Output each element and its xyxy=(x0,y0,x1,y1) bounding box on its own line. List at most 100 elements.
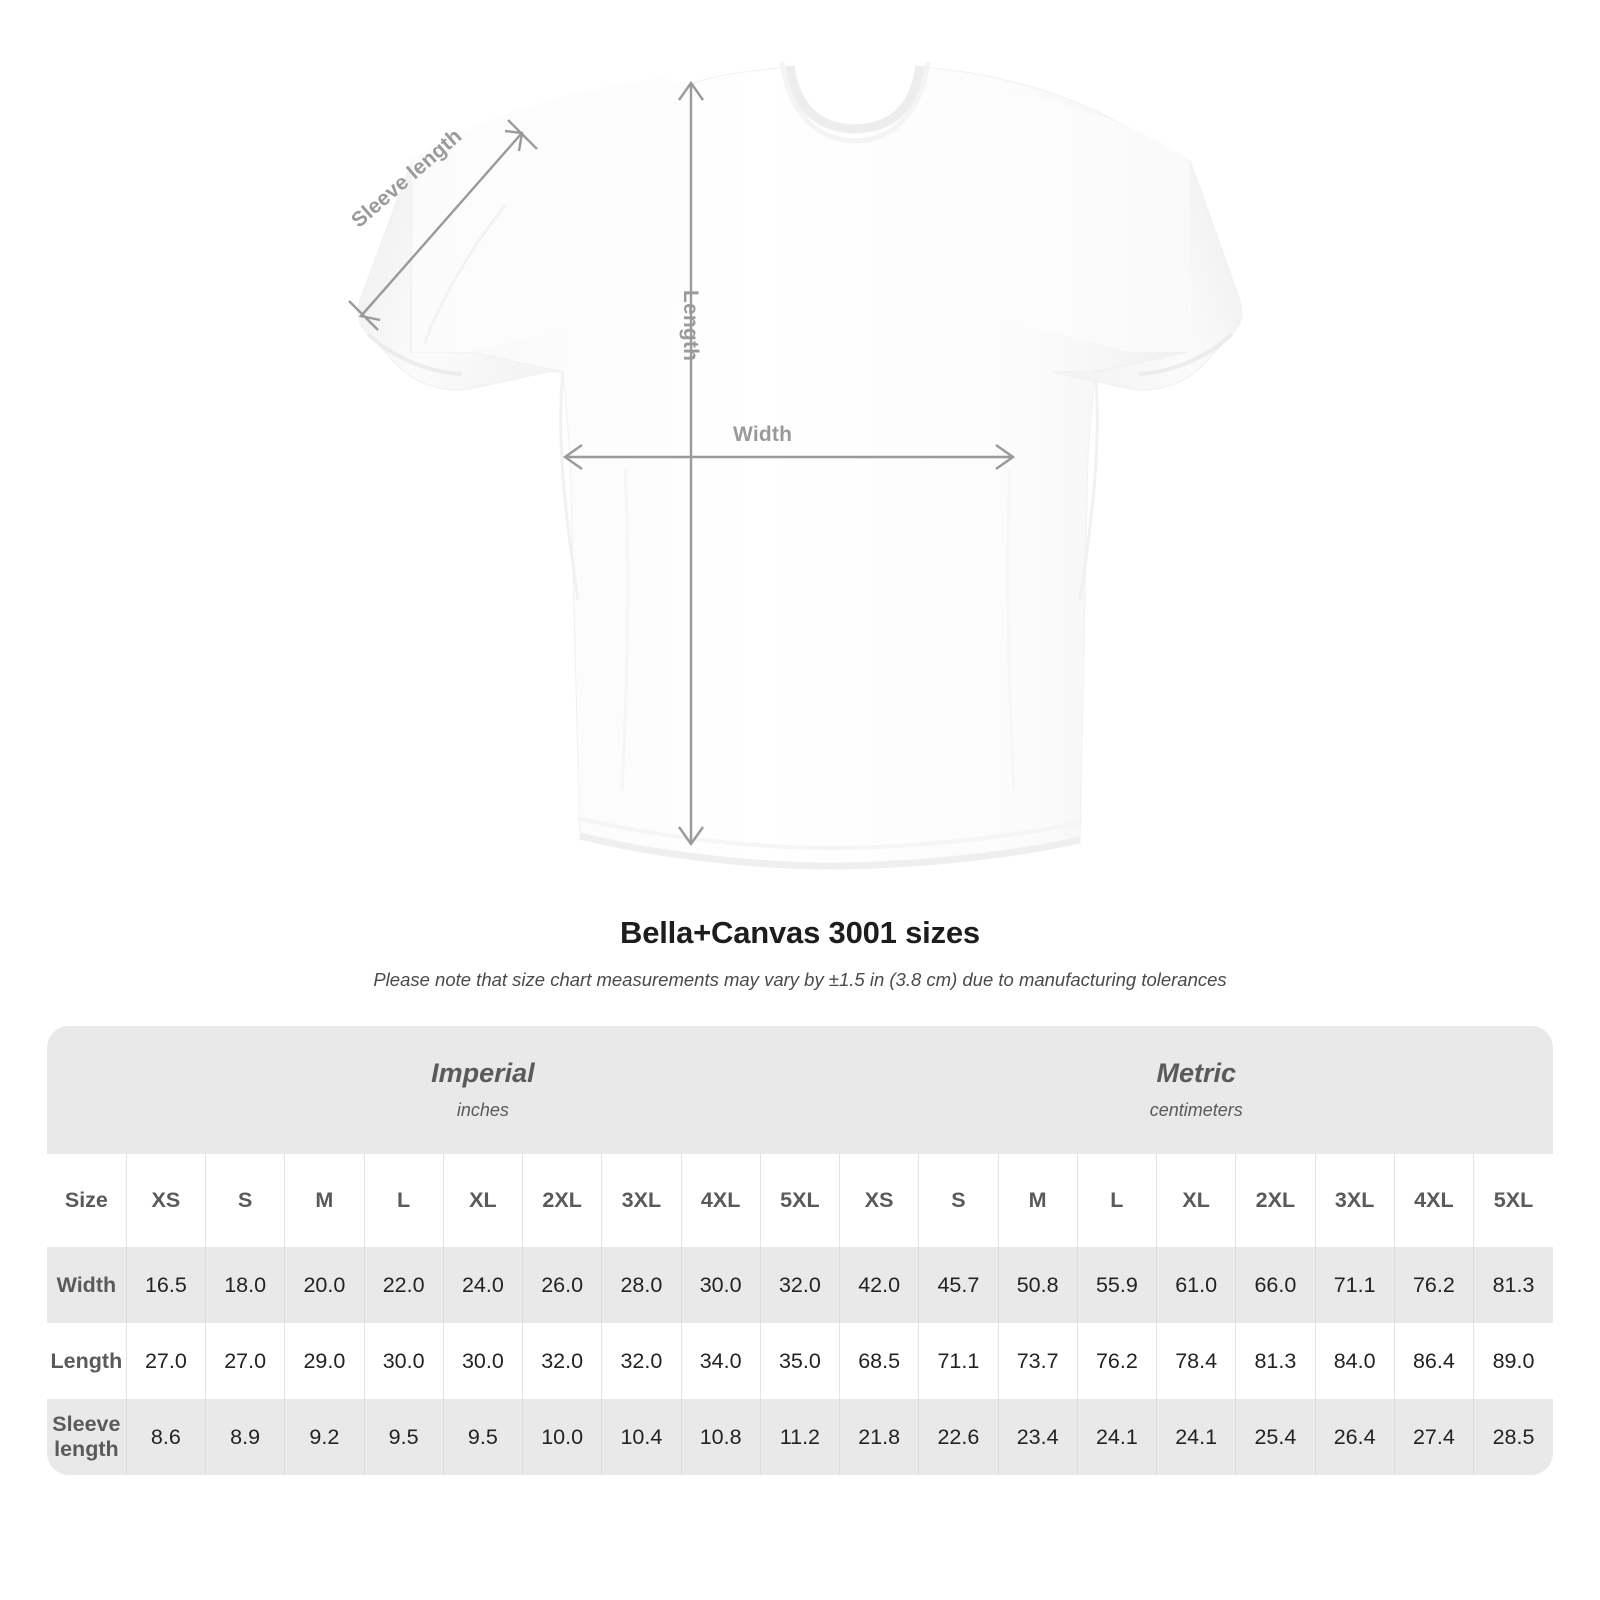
size-col-metric-s: S xyxy=(918,1154,998,1247)
shirt-left-sleeve-path xyxy=(357,159,564,391)
size-col-imperial-2xl: 2XL xyxy=(521,1154,602,1247)
page-subtitle: Please note that size chart measurements… xyxy=(373,969,1227,990)
row-label-sleeve-length: Sleeve length xyxy=(47,1399,127,1475)
size-col-imperial-l: L xyxy=(363,1154,444,1247)
size-col-metric-5xl: 5XL xyxy=(1473,1154,1553,1247)
unit-header-row: Imperial inches Metric centimeters xyxy=(47,1026,1553,1154)
dimension-arrows xyxy=(348,80,1016,847)
fabric-fold-1 xyxy=(620,469,630,791)
size-col-metric-3xl: 3XL xyxy=(1314,1154,1395,1247)
sleeve-arrow-line xyxy=(361,133,522,316)
size-header-label: Size xyxy=(47,1154,127,1247)
cell-length-imperial-xs: 27.0 xyxy=(125,1323,206,1399)
cell-sleeve-metric-3xl: 26.4 xyxy=(1314,1399,1395,1475)
cell-sleeve-imperial-3xl: 10.4 xyxy=(601,1399,681,1475)
size-header-row: Size XS S M L XL 2XL 3XL 4XL 5XL XS S M … xyxy=(47,1154,1553,1247)
size-chart-table: Imperial inches Metric centimeters Size … xyxy=(47,1026,1553,1475)
sleeve-tick-bottom xyxy=(348,300,379,331)
unit-group-metric-sub: centimeters xyxy=(1149,1100,1243,1121)
shirt-right-sleeve-hem xyxy=(1137,332,1234,376)
cell-length-imperial-3xl: 32.0 xyxy=(601,1323,681,1399)
cell-length-metric-3xl: 84.0 xyxy=(1314,1323,1395,1399)
cell-length-metric-5xl: 89.0 xyxy=(1473,1323,1553,1399)
cell-length-imperial-5xl: 35.0 xyxy=(759,1323,840,1399)
cell-width-imperial-4xl: 30.0 xyxy=(680,1247,761,1323)
cell-width-imperial-s: 18.0 xyxy=(204,1247,285,1323)
cell-sleeve-imperial-m: 9.2 xyxy=(284,1399,364,1475)
tshirt-illustration: Sleeve length Length Width xyxy=(347,61,1243,870)
cell-sleeve-metric-xs: 21.8 xyxy=(838,1399,919,1475)
unit-group-imperial: Imperial inches xyxy=(126,1026,840,1154)
shirt-left-shoulder xyxy=(412,78,691,352)
cell-length-imperial-s: 27.0 xyxy=(204,1323,285,1399)
shirt-bottom-hem xyxy=(579,832,1081,870)
size-col-imperial-xs: XS xyxy=(125,1154,206,1247)
width-arrow-head-right xyxy=(995,444,1016,470)
cell-length-imperial-l: 30.0 xyxy=(363,1323,444,1399)
size-col-imperial-5xl: 5XL xyxy=(759,1154,840,1247)
unit-row-spacer xyxy=(47,1026,127,1154)
cell-width-metric-s: 45.7 xyxy=(918,1247,998,1323)
cell-width-imperial-l: 22.0 xyxy=(363,1247,444,1323)
width-dimension-label: Width xyxy=(733,423,793,446)
cell-sleeve-metric-4xl: 27.4 xyxy=(1393,1399,1474,1475)
cell-width-imperial-xl: 24.0 xyxy=(442,1247,523,1323)
unit-group-metric-name: Metric xyxy=(1156,1057,1237,1088)
cell-sleeve-metric-m: 23.4 xyxy=(997,1399,1078,1475)
cell-length-imperial-4xl: 34.0 xyxy=(680,1323,761,1399)
table-row-length: Length 27.0 27.0 29.0 30.0 30.0 32.0 32.… xyxy=(47,1323,1553,1399)
shirt-body-shape xyxy=(357,61,1243,870)
size-col-metric-2xl: 2XL xyxy=(1235,1154,1315,1247)
size-col-metric-m: M xyxy=(997,1154,1078,1247)
cell-length-metric-s: 71.1 xyxy=(918,1323,998,1399)
cell-width-metric-3xl: 71.1 xyxy=(1314,1247,1395,1323)
width-arrow-head-left xyxy=(562,444,583,470)
tshirt-diagram-svg xyxy=(348,61,1243,870)
shirt-collar-outer xyxy=(779,61,931,144)
cell-length-metric-4xl: 86.4 xyxy=(1393,1323,1474,1399)
title-block: Bella+Canvas 3001 sizes Please note that… xyxy=(0,915,1600,991)
shirt-right-side-seam xyxy=(1078,371,1099,601)
cell-length-imperial-xl: 30.0 xyxy=(442,1323,523,1399)
fabric-fold-2 xyxy=(1006,469,1016,791)
cell-length-imperial-2xl: 32.0 xyxy=(521,1323,602,1399)
cell-sleeve-metric-l: 24.1 xyxy=(1076,1399,1157,1475)
row-label-length: Length xyxy=(47,1323,127,1399)
shirt-right-shoulder xyxy=(920,66,1190,352)
size-col-imperial-xl: XL xyxy=(442,1154,523,1247)
cell-width-imperial-m: 20.0 xyxy=(284,1247,364,1323)
cell-sleeve-imperial-xl: 9.5 xyxy=(442,1399,523,1475)
sleeve-tick-top xyxy=(507,119,538,150)
size-chart-table-container: Imperial inches Metric centimeters Size … xyxy=(47,1026,1553,1475)
unit-group-metric: Metric centimeters xyxy=(839,1026,1553,1154)
cell-sleeve-imperial-l: 9.5 xyxy=(363,1399,444,1475)
unit-group-imperial-name: Imperial xyxy=(431,1057,535,1088)
shirt-collar-ribbing xyxy=(785,65,925,134)
cell-sleeve-imperial-xs: 8.6 xyxy=(125,1399,206,1475)
cell-width-metric-4xl: 76.2 xyxy=(1393,1247,1474,1323)
cell-width-imperial-2xl: 26.0 xyxy=(521,1247,602,1323)
size-col-imperial-s: S xyxy=(204,1154,285,1247)
cell-length-metric-xs: 68.5 xyxy=(838,1323,919,1399)
shirt-right-sleeve-path xyxy=(1051,159,1243,391)
sleeve-arrow-head-bottom xyxy=(358,298,381,322)
cell-length-metric-l: 76.2 xyxy=(1076,1323,1157,1399)
size-col-metric-4xl: 4XL xyxy=(1393,1154,1474,1247)
table-row-width: Width 16.5 18.0 20.0 22.0 24.0 26.0 28.0… xyxy=(47,1247,1553,1323)
fabric-fold-3 xyxy=(422,204,507,346)
cell-width-imperial-3xl: 28.0 xyxy=(601,1247,681,1323)
cell-sleeve-metric-xl: 24.1 xyxy=(1155,1399,1236,1475)
size-col-metric-xl: XL xyxy=(1155,1154,1236,1247)
length-arrow-head-bottom xyxy=(678,826,704,847)
cell-width-imperial-xs: 16.5 xyxy=(125,1247,206,1323)
page-title: Bella+Canvas 3001 sizes xyxy=(620,915,980,950)
cell-length-metric-2xl: 81.3 xyxy=(1235,1323,1315,1399)
length-dimension-label: Length xyxy=(679,290,702,362)
cell-width-metric-m: 50.8 xyxy=(997,1247,1078,1323)
cell-width-metric-xs: 42.0 xyxy=(838,1247,919,1323)
length-arrow-head-top xyxy=(678,80,704,101)
cell-length-metric-m: 73.7 xyxy=(997,1323,1078,1399)
cell-sleeve-metric-s: 22.6 xyxy=(918,1399,998,1475)
cell-width-metric-5xl: 81.3 xyxy=(1473,1247,1553,1323)
